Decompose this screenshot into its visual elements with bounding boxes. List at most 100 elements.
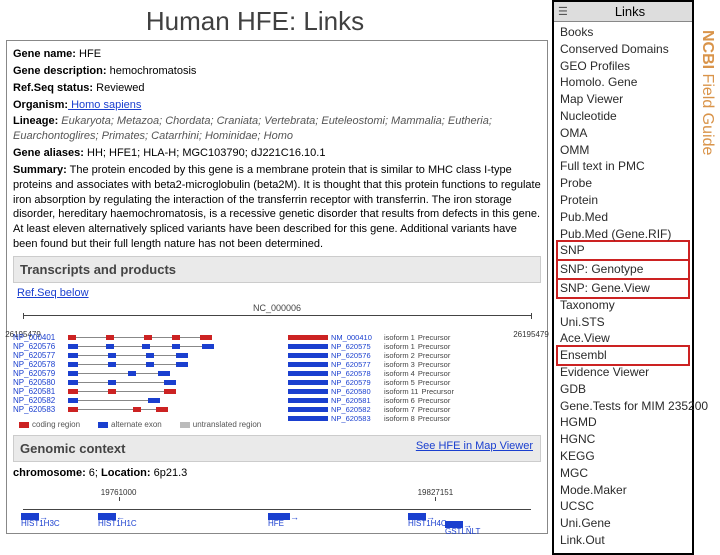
- see-map-viewer-link[interactable]: See HFE in Map Viewer: [416, 440, 533, 452]
- links-item[interactable]: OMA: [560, 125, 686, 142]
- lineage-label: Lineage:: [13, 115, 58, 127]
- links-item[interactable]: Pub.Med (Gene.RIF): [560, 226, 686, 243]
- transcript-id[interactable]: NP_620577: [13, 351, 65, 360]
- mini-bar: [288, 371, 328, 376]
- links-item[interactable]: Taxonomy: [560, 297, 686, 314]
- links-item[interactable]: GDB: [560, 381, 686, 398]
- links-item[interactable]: KEGG: [560, 448, 686, 465]
- gene-name: HFE: [76, 48, 101, 60]
- transcript-id[interactable]: NP_000401: [13, 333, 65, 342]
- track-row: NP_620580: [13, 378, 273, 387]
- links-item[interactable]: GEO Profiles: [560, 58, 686, 75]
- links-menu-icon[interactable]: ☰: [558, 5, 572, 18]
- transcript-id[interactable]: NP_620581: [13, 387, 65, 396]
- transcript-id[interactable]: NP_620583: [13, 405, 65, 414]
- links-header-text: Links: [572, 4, 688, 19]
- links-item[interactable]: Nucleotide: [560, 108, 686, 125]
- transcript-id[interactable]: NP_620576: [13, 342, 65, 351]
- mini-bar: [288, 353, 328, 358]
- track-row-r: NP_620578isoform 4Precursor: [288, 369, 548, 378]
- organism-label: Organism:: [13, 99, 68, 111]
- links-item[interactable]: Ensembl: [556, 345, 690, 366]
- legend-alt: alternate exon: [98, 420, 162, 429]
- precursor: Precursor: [418, 342, 451, 351]
- isoform: isoform 2: [384, 351, 415, 360]
- refseq-below-link[interactable]: Ref.Seq below: [17, 287, 89, 299]
- links-item[interactable]: OMM: [560, 142, 686, 159]
- track-row: NP_620576: [13, 342, 273, 351]
- right-id[interactable]: NP_620575: [331, 342, 381, 351]
- transcript-bar: [68, 398, 160, 403]
- precursor: Precursor: [418, 378, 451, 387]
- precursor: Precursor: [418, 351, 451, 360]
- right-id[interactable]: NP_620576: [331, 351, 381, 360]
- isoform: isoform 11: [384, 387, 418, 396]
- precursor: Precursor: [418, 333, 451, 342]
- transcript-bar: [68, 407, 168, 412]
- precursor: Precursor: [418, 396, 451, 405]
- isoform: isoform 4: [384, 369, 415, 378]
- links-item[interactable]: Gene.Tests for MIM 235200: [560, 398, 686, 415]
- track-row: NP_620582: [13, 396, 273, 405]
- links-item[interactable]: Evidence Viewer: [560, 364, 686, 381]
- links-item[interactable]: Full text in PMC: [560, 158, 686, 175]
- gene-mark[interactable]: →HFE: [268, 511, 299, 519]
- isoform: isoform 1: [384, 342, 415, 351]
- track-row-r: NP_620579isoform 5Precursor: [288, 378, 548, 387]
- links-item[interactable]: HGMD: [560, 414, 686, 431]
- links-item[interactable]: Books: [560, 24, 686, 41]
- transcript-id[interactable]: NP_620578: [13, 360, 65, 369]
- track-row-r: NP_620582isoform 7Precursor: [288, 405, 548, 414]
- right-id[interactable]: NP_620577: [331, 360, 381, 369]
- mini-bar: [288, 407, 328, 412]
- links-item[interactable]: Link.Out: [560, 532, 686, 549]
- right-id[interactable]: NM_000410: [331, 333, 381, 342]
- genomic-context-diagram: 1976100019827151→HIST1H3C←HIST1H1C→HFE→H…: [13, 483, 541, 531]
- transcript-bar: [68, 335, 212, 340]
- links-item[interactable]: HGNC: [560, 431, 686, 448]
- main-panel: Gene name: HFE Gene description: hemochr…: [6, 40, 548, 534]
- links-item[interactable]: SNP: Genotype: [556, 259, 690, 280]
- chrom-label: NC_000006: [253, 303, 301, 313]
- track-row: NP_620579: [13, 369, 273, 378]
- links-item[interactable]: Probe: [560, 175, 686, 192]
- right-id[interactable]: NP_620580: [331, 387, 381, 396]
- links-item[interactable]: Conserved Domains: [560, 41, 686, 58]
- brand-rest: Field Guide: [699, 69, 716, 155]
- track-row-r: NP_620576isoform 2Precursor: [288, 351, 548, 360]
- track-row-r: NP_620583isoform 8Precursor: [288, 414, 548, 423]
- isoform: isoform 3: [384, 360, 415, 369]
- gene-mark[interactable]: →HIST1H4C: [408, 511, 435, 519]
- right-id[interactable]: NP_620582: [331, 405, 381, 414]
- links-item[interactable]: Protein: [560, 192, 686, 209]
- links-item[interactable]: Homolo. Gene: [560, 74, 686, 91]
- right-id[interactable]: NP_620579: [331, 378, 381, 387]
- links-item[interactable]: Uni.STS: [560, 314, 686, 331]
- mini-bar: [288, 344, 328, 349]
- transcript-bar: [68, 380, 176, 385]
- gene-mark[interactable]: ←HIST1H1C: [98, 511, 125, 519]
- transcript-id[interactable]: NP_620582: [13, 396, 65, 405]
- links-item[interactable]: MGC: [560, 465, 686, 482]
- right-id[interactable]: NP_620578: [331, 369, 381, 378]
- links-item[interactable]: Mode.Maker: [560, 482, 686, 499]
- transcript-id[interactable]: NP_620579: [13, 369, 65, 378]
- links-item[interactable]: UCSC: [560, 498, 686, 515]
- isoform: isoform 5: [384, 378, 415, 387]
- organism-link[interactable]: Homo sapiens: [68, 99, 141, 111]
- legend-coding: coding region: [19, 420, 80, 429]
- right-id[interactable]: NP_620581: [331, 396, 381, 405]
- links-item[interactable]: Pub.Med: [560, 209, 686, 226]
- transcript-id[interactable]: NP_620580: [13, 378, 65, 387]
- links-item[interactable]: SNP: [556, 240, 690, 261]
- track-row-r: NP_620575isoform 1Precursor: [288, 342, 548, 351]
- links-item[interactable]: Uni.Gene: [560, 515, 686, 532]
- gene-mark[interactable]: →HIST1H3C: [21, 511, 48, 519]
- right-id[interactable]: NP_620583: [331, 414, 381, 423]
- links-item[interactable]: Map Viewer: [560, 91, 686, 108]
- links-panel: ☰ Links BooksConserved DomainsGEO Profil…: [552, 0, 694, 555]
- links-item[interactable]: SNP: Gene.View: [556, 278, 690, 299]
- track-row: NP_620581: [13, 387, 273, 396]
- gene-desc-label: Gene description:: [13, 65, 107, 77]
- gene-mark[interactable]: →GSTLNLT: [445, 519, 472, 527]
